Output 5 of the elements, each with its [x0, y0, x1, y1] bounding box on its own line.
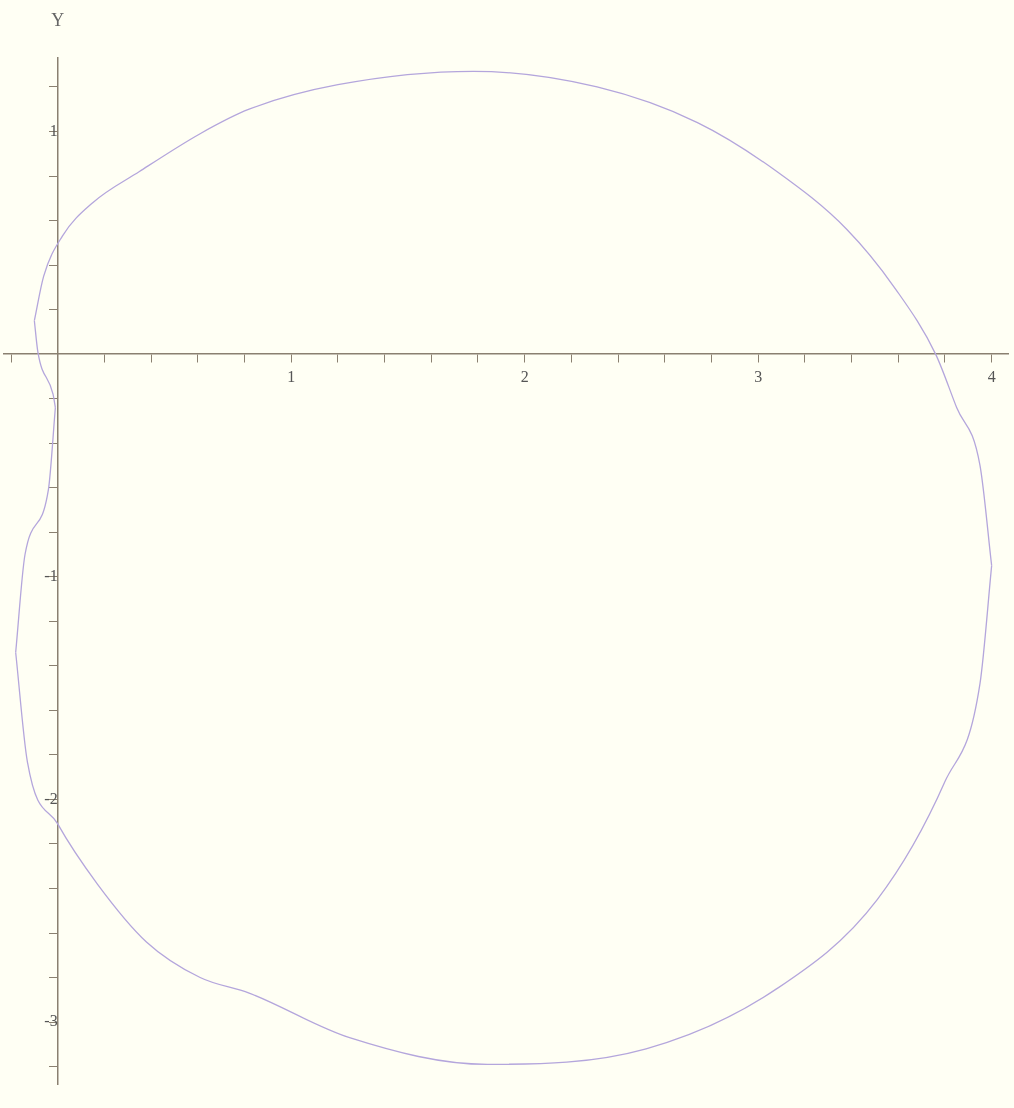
x-tick-label: 1	[287, 367, 296, 385]
x-tick-label: 4	[987, 367, 996, 385]
x-tick-label: 2	[520, 367, 529, 385]
y-axis-title: Y	[51, 9, 65, 30]
x-tick-label: 3	[754, 367, 763, 385]
